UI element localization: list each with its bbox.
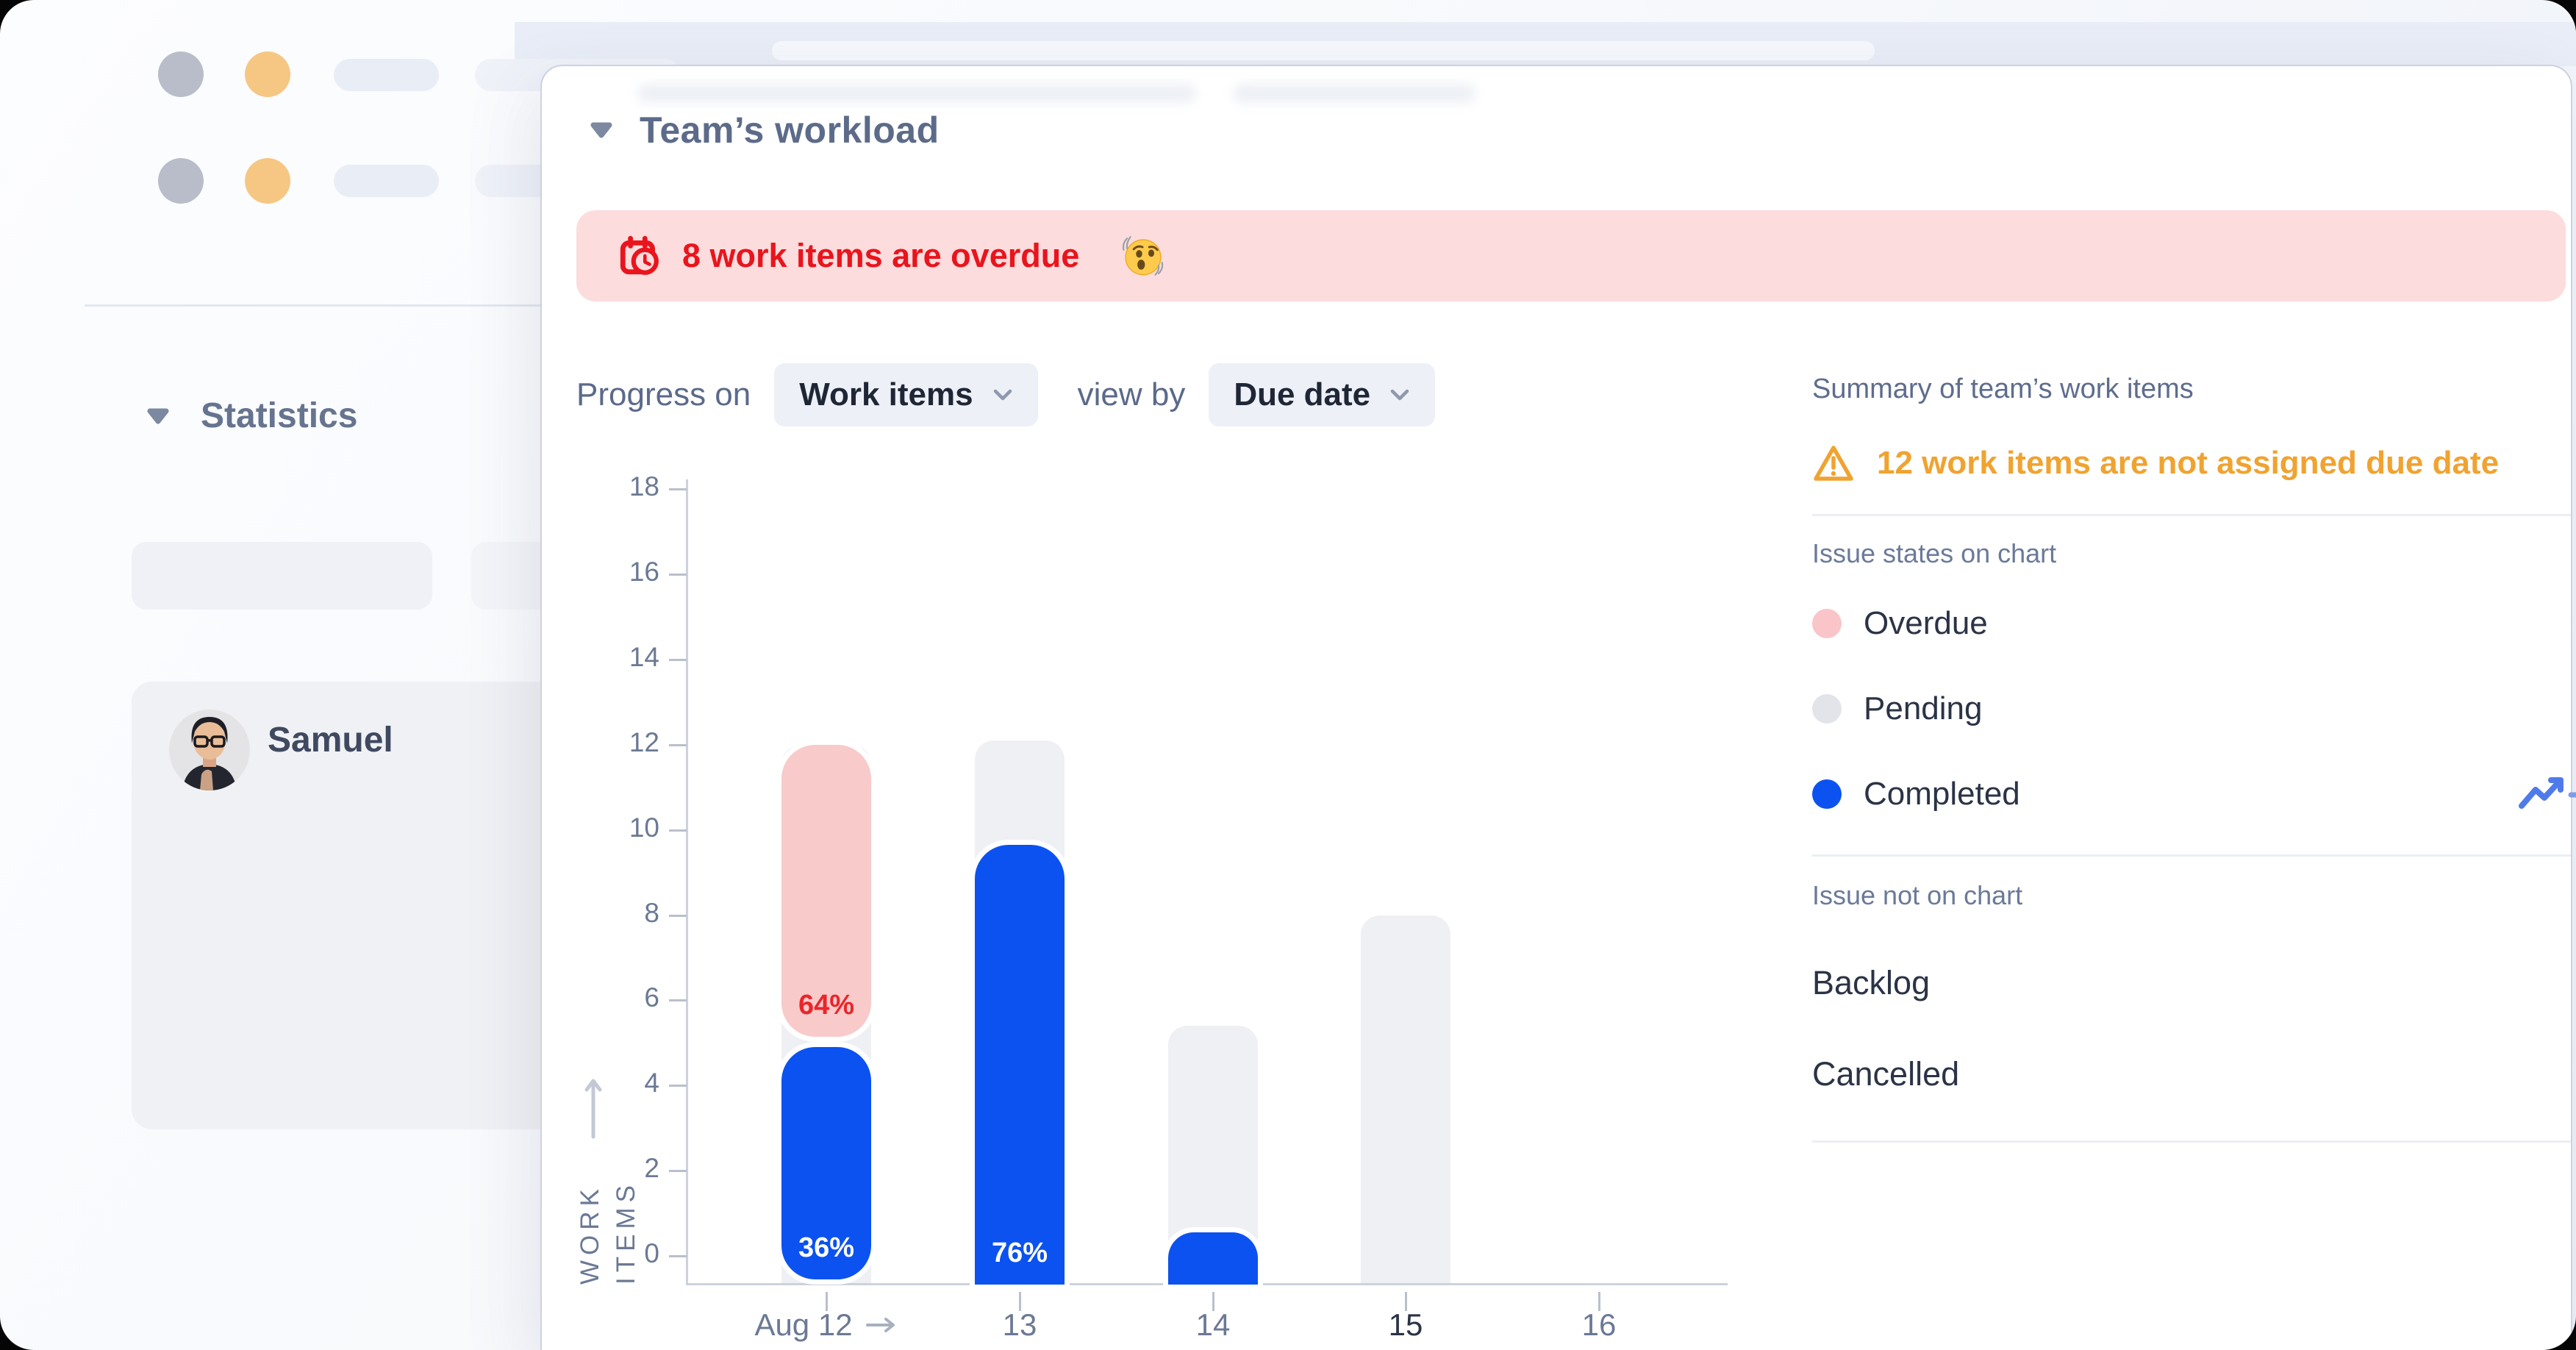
y-axis-tick bbox=[669, 488, 687, 491]
off-chart-list: Backlog Cancelled bbox=[1812, 964, 2571, 1093]
off-chart-item-backlog: Backlog bbox=[1812, 964, 1931, 1001]
legend-item-pending[interactable]: Pending bbox=[1812, 690, 2571, 726]
user-name: Samuel bbox=[268, 721, 393, 760]
bar-segment-completed[interactable] bbox=[781, 1047, 871, 1279]
progress-on-label: Progress on bbox=[576, 376, 751, 413]
y-axis-tick-label: 2 bbox=[644, 1153, 659, 1184]
background-highlight-strip bbox=[772, 41, 1875, 60]
y-axis-tick-label: 6 bbox=[644, 982, 659, 1013]
due-date-dropdown[interactable]: Due date bbox=[1209, 363, 1436, 426]
bar-segment-completed[interactable] bbox=[975, 844, 1065, 1285]
x-axis-label: 16 bbox=[1581, 1307, 1617, 1342]
chevron-down-icon bbox=[1390, 389, 1409, 401]
sidebar-placeholder-pill bbox=[334, 59, 439, 91]
y-axis-tick-label: 8 bbox=[644, 897, 659, 928]
x-axis-tick bbox=[1598, 1292, 1600, 1311]
shaking-face-emoji-icon bbox=[1123, 236, 1164, 276]
work-items-dropdown[interactable]: Work items bbox=[774, 363, 1038, 426]
bar-segment-completed[interactable] bbox=[1168, 1232, 1258, 1285]
off-chart-item-cancelled: Cancelled bbox=[1812, 1055, 1960, 1093]
sidebar-divider bbox=[85, 304, 543, 307]
legend-label: Pending bbox=[1864, 690, 1983, 726]
warning-text: 12 work items are not assigned due date bbox=[1877, 445, 2500, 481]
pending-status-dot bbox=[1812, 694, 1842, 724]
page-title: Team’s workload bbox=[640, 110, 940, 151]
chevron-down-icon bbox=[993, 389, 1012, 401]
trend-up-icon[interactable] bbox=[2518, 775, 2576, 815]
y-axis-tick-label: 16 bbox=[629, 557, 659, 588]
overdue-status-dot bbox=[1812, 609, 1842, 638]
y-axis-tick-label: 18 bbox=[629, 471, 659, 502]
chart-controls: Progress on Work items view by Due date bbox=[576, 363, 1436, 426]
bar-pct-label: 64% bbox=[798, 989, 855, 1021]
summary-heading: Summary of team’s work items bbox=[1812, 374, 2194, 404]
x-axis-label: Aug 12 bbox=[731, 1307, 922, 1343]
overdue-alert-banner: 8 work items are overdue bbox=[576, 210, 2566, 301]
x-axis-label: 13 bbox=[1002, 1307, 1037, 1342]
arrow-right-icon bbox=[865, 1318, 895, 1332]
y-axis-tick bbox=[669, 1170, 687, 1173]
sidebar-accent-dot bbox=[245, 51, 290, 97]
divider bbox=[1812, 514, 2571, 516]
y-axis-line bbox=[686, 479, 688, 1283]
divider bbox=[1812, 854, 2571, 857]
sidebar-accent-dot bbox=[245, 158, 290, 204]
bar-pct-label: 76% bbox=[991, 1238, 1048, 1268]
legend-label: Overdue bbox=[1864, 605, 1988, 641]
x-axis-label: 14 bbox=[1195, 1307, 1231, 1342]
off-chart-heading: Issue not on chart bbox=[1812, 880, 2023, 910]
work-items-dropdown-value: Work items bbox=[799, 376, 973, 413]
y-axis-tick-label: 10 bbox=[629, 812, 659, 843]
blurred-content-strip bbox=[1233, 84, 1475, 103]
x-axis-label: 15 bbox=[1388, 1307, 1423, 1342]
sidebar-placeholder-pill bbox=[334, 165, 439, 197]
statistics-label: Statistics bbox=[201, 396, 358, 435]
x-axis-tick bbox=[826, 1292, 828, 1311]
completed-status-dot bbox=[1812, 779, 1842, 809]
warning-triangle-icon bbox=[1814, 446, 1853, 481]
y-axis-tick bbox=[669, 1085, 687, 1088]
calendar-overdue-icon bbox=[620, 235, 659, 275]
y-axis-tick bbox=[669, 829, 687, 832]
sidebar-avatar-dot bbox=[158, 158, 204, 204]
divider bbox=[1812, 1140, 2571, 1143]
triangle-down-icon[interactable] bbox=[588, 121, 615, 140]
sidebar-avatar-dot bbox=[158, 51, 204, 97]
legend-item-overdue[interactable]: Overdue bbox=[1812, 605, 2571, 641]
x-axis-tick bbox=[1019, 1292, 1021, 1311]
y-axis-tick bbox=[669, 914, 687, 917]
view-by-label: view by bbox=[1077, 376, 1186, 413]
panel-title-row: Team’s workload bbox=[588, 109, 940, 151]
y-axis-tick-label: 0 bbox=[644, 1238, 659, 1268]
due-date-dropdown-value: Due date bbox=[1234, 376, 1371, 413]
y-axis-tick-label: 12 bbox=[629, 726, 659, 757]
y-axis-tick bbox=[669, 1255, 687, 1257]
bar-segment-overdue[interactable] bbox=[781, 744, 871, 1037]
alert-text: 8 work items are overdue bbox=[682, 237, 1080, 274]
legend-item-completed[interactable]: Completed bbox=[1812, 776, 2576, 812]
warning-row: 12 work items are not assigned due date bbox=[1812, 443, 2571, 483]
on-chart-heading: Issue states on chart bbox=[1812, 538, 2057, 568]
x-axis-tick bbox=[1212, 1292, 1214, 1311]
y-axis-tick-label: 14 bbox=[629, 641, 659, 672]
summary-panel: Summary of team’s work items 12 work ite… bbox=[1812, 374, 2576, 1143]
blurred-content-strip bbox=[637, 84, 1196, 103]
bar-pct-label: 36% bbox=[798, 1232, 855, 1263]
y-axis-tick bbox=[669, 743, 687, 746]
y-axis-tick-label: 4 bbox=[644, 1068, 659, 1099]
y-axis-tick bbox=[669, 658, 687, 661]
legend-label: Completed bbox=[1864, 776, 2020, 812]
bar-pending[interactable] bbox=[1361, 915, 1450, 1283]
arrow-up-icon bbox=[584, 1079, 602, 1139]
statistics-section-header: Statistics bbox=[145, 396, 357, 436]
y-axis-tick bbox=[669, 999, 687, 1002]
y-axis-tick bbox=[669, 574, 687, 576]
avatar bbox=[169, 710, 250, 790]
statistics-placeholder-box bbox=[132, 542, 432, 610]
x-axis-tick bbox=[1405, 1292, 1407, 1311]
triangle-down-icon[interactable] bbox=[145, 407, 171, 426]
legend-list: Overdue Pending Completed bbox=[1812, 605, 2576, 812]
